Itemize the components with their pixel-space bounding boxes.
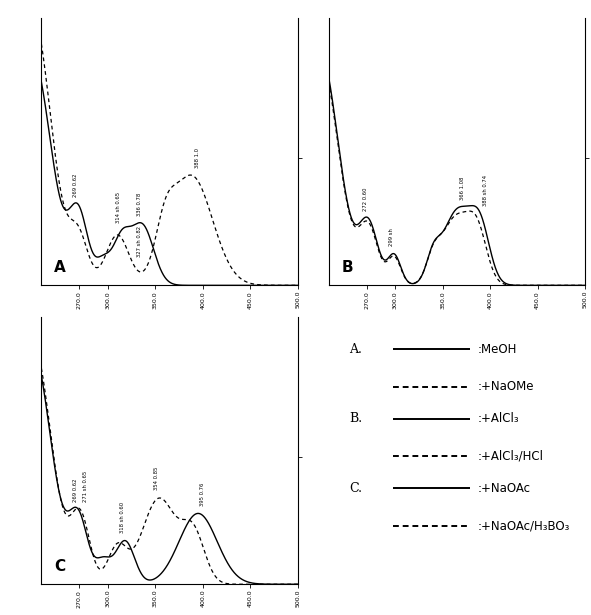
Text: 269 0.62: 269 0.62	[73, 173, 78, 197]
Text: :MeOH: :MeOH	[478, 343, 517, 356]
Text: B.: B.	[349, 412, 362, 426]
Text: 366 1.08: 366 1.08	[460, 177, 465, 200]
Text: :+NaOAc: :+NaOAc	[478, 482, 530, 494]
Text: :+NaOAc/H₃BO₃: :+NaOAc/H₃BO₃	[478, 519, 570, 532]
Text: 388 sh 0.74: 388 sh 0.74	[483, 175, 488, 206]
Text: C.: C.	[349, 482, 362, 494]
Text: A.: A.	[349, 343, 362, 356]
Text: 272 0.60: 272 0.60	[363, 187, 368, 210]
Text: 395 0.76: 395 0.76	[200, 482, 205, 506]
Text: :+AlCl₃/HCl: :+AlCl₃/HCl	[478, 450, 543, 462]
Text: A: A	[54, 260, 66, 275]
Text: 314 sh 0.65: 314 sh 0.65	[116, 192, 121, 223]
Text: 354 0.85: 354 0.85	[154, 467, 159, 490]
Text: 327 sh 0.82: 327 sh 0.82	[137, 226, 142, 257]
Text: 271 sh 0.65: 271 sh 0.65	[83, 470, 87, 502]
Text: :+AlCl₃: :+AlCl₃	[478, 412, 519, 426]
Text: 318 sh 0.60: 318 sh 0.60	[119, 502, 125, 533]
Text: B: B	[342, 260, 353, 275]
Text: 388 1.0: 388 1.0	[194, 148, 200, 167]
Text: C: C	[54, 559, 66, 574]
Text: 269 0.62: 269 0.62	[73, 478, 78, 502]
Text: :+NaOMe: :+NaOMe	[478, 380, 534, 393]
Text: 299 sh: 299 sh	[389, 228, 394, 246]
Text: 336 0.78: 336 0.78	[137, 192, 142, 216]
